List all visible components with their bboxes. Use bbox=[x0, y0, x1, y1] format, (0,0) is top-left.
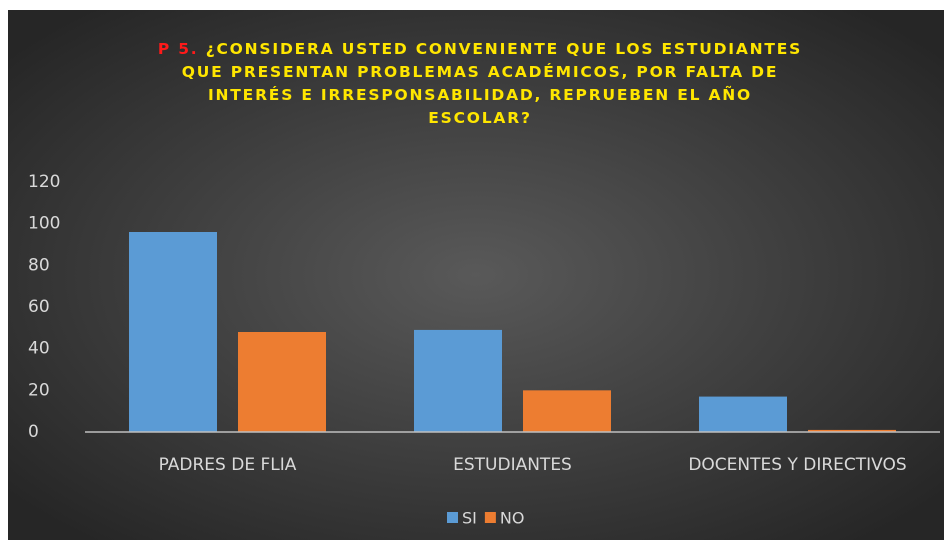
bar bbox=[414, 329, 502, 432]
y-tick-label: 40 bbox=[28, 339, 50, 359]
title-line: ESCOLAR? bbox=[80, 107, 880, 130]
legend-swatch bbox=[447, 512, 458, 523]
title-text: ¿CONSIDERA USTED CONVENIENTE QUE LOS EST… bbox=[205, 40, 803, 58]
y-tick-label: 120 bbox=[28, 172, 60, 192]
y-tick-label: 80 bbox=[28, 255, 50, 275]
y-tick-label: 60 bbox=[28, 297, 50, 317]
y-tick-label: 20 bbox=[28, 380, 50, 400]
title-text: QUE PRESENTAN PROBLEMAS ACADÉMICOS, POR … bbox=[181, 63, 779, 81]
bar bbox=[523, 390, 611, 432]
title-text: INTERÉS E IRRESPONSABILIDAD, REPRUEBEN E… bbox=[207, 86, 753, 104]
title-line: P 5. ¿CONSIDERA USTED CONVENIENTE QUE LO… bbox=[80, 38, 880, 61]
y-tick-label: 100 bbox=[28, 214, 60, 234]
chart-title: P 5. ¿CONSIDERA USTED CONVENIENTE QUE LO… bbox=[80, 38, 880, 130]
title-prefix: P 5. bbox=[157, 40, 199, 58]
legend-swatch bbox=[484, 512, 496, 523]
x-tick-label: DOCENTES Y DIRECTIVOS bbox=[688, 455, 906, 475]
bar bbox=[129, 232, 217, 432]
legend-label: SI bbox=[462, 509, 477, 528]
y-tick-label: 0 bbox=[28, 422, 39, 442]
x-tick-label: ESTUDIANTES bbox=[453, 455, 572, 475]
x-tick-label: PADRES DE FLIA bbox=[159, 455, 297, 475]
legend-label: NO bbox=[500, 509, 525, 528]
bar bbox=[808, 429, 896, 432]
bar bbox=[699, 396, 787, 432]
title-text: ESCOLAR? bbox=[428, 109, 532, 127]
title-line: QUE PRESENTAN PROBLEMAS ACADÉMICOS, POR … bbox=[80, 61, 880, 84]
title-line: INTERÉS E IRRESPONSABILIDAD, REPRUEBEN E… bbox=[80, 84, 880, 107]
bar bbox=[238, 332, 326, 432]
